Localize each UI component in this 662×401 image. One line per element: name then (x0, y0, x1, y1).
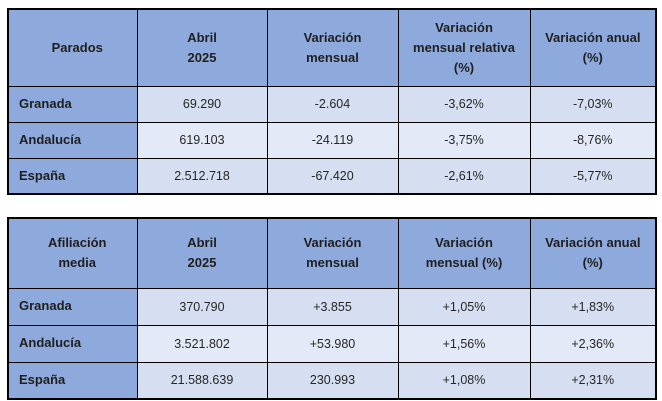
afiliacion-header-row: Afiliación media Abril 2025 Variación me… (7, 217, 657, 289)
parados-column-header-variacion-mensual: Variación mensual (266, 8, 399, 87)
afiliacion-column-header-variacion-mensual-pct: Variación mensual (%) (397, 217, 531, 289)
cell-value: -7,03% (529, 85, 657, 123)
cell-value: 21.588.639 (136, 361, 268, 400)
cell-value: 2.512.718 (136, 157, 268, 195)
cell-value: +2,31% (529, 361, 657, 400)
cell-value: -3,62% (397, 85, 531, 123)
table-row: Andalucía 3.521.802 +53.980 +1,56% +2,36… (7, 324, 657, 363)
afiliacion-column-header-variacion-anual: Variación anual (%) (529, 217, 657, 289)
table-row: Granada 370.790 +3.855 +1,05% +1,83% (7, 287, 657, 326)
cell-value: -8,76% (529, 121, 657, 159)
row-label-andalucia: Andalucía (7, 121, 138, 159)
table-row: España 2.512.718 -67.420 -2,61% -5,77% (7, 157, 657, 195)
parados-column-header-abril-2025: Abril 2025 (136, 8, 268, 87)
row-label-espana: España (7, 157, 138, 195)
row-label-granada: Granada (7, 85, 138, 123)
table-row: España 21.588.639 230.993 +1,08% +2,31% (7, 361, 657, 400)
afiliacion-column-header-variacion-mensual: Variación mensual (266, 217, 399, 289)
cell-value: +1,05% (397, 287, 531, 326)
row-label-andalucia: Andalucía (7, 324, 138, 363)
cell-value: +1,08% (397, 361, 531, 400)
cell-value: +1,56% (397, 324, 531, 363)
cell-value: -67.420 (266, 157, 399, 195)
cell-value: +1,83% (529, 287, 657, 326)
afiliacion-table-title: Afiliación media (7, 217, 138, 289)
cell-value: -24.119 (266, 121, 399, 159)
cell-value: +53.980 (266, 324, 399, 363)
cell-value: 370.790 (136, 287, 268, 326)
cell-value: -2.604 (266, 85, 399, 123)
cell-value: 69.290 (136, 85, 268, 123)
cell-value: 3.521.802 (136, 324, 268, 363)
cell-value: -2,61% (397, 157, 531, 195)
parados-table-title: Parados (7, 8, 138, 87)
afiliacion-media-table: Afiliación media Abril 2025 Variación me… (7, 217, 657, 400)
table-row: Granada 69.290 -2.604 -3,62% -7,03% (7, 85, 657, 123)
cell-value: 230.993 (266, 361, 399, 400)
cell-value: -5,77% (529, 157, 657, 195)
cell-value: -3,75% (397, 121, 531, 159)
parados-header-row: Parados Abril 2025 Variación mensual Var… (7, 8, 657, 87)
parados-column-header-variacion-mensual-relativa: Variación mensual relativa (%) (397, 8, 531, 87)
table-row: Andalucía 619.103 -24.119 -3,75% -8,76% (7, 121, 657, 159)
cell-value: +2,36% (529, 324, 657, 363)
parados-column-header-variacion-anual: Variación anual (%) (529, 8, 657, 87)
parados-table: Parados Abril 2025 Variación mensual Var… (7, 8, 657, 195)
row-label-espana: España (7, 361, 138, 400)
cell-value: 619.103 (136, 121, 268, 159)
row-label-granada: Granada (7, 287, 138, 326)
afiliacion-column-header-abril-2025: Abril 2025 (136, 217, 268, 289)
cell-value: +3.855 (266, 287, 399, 326)
